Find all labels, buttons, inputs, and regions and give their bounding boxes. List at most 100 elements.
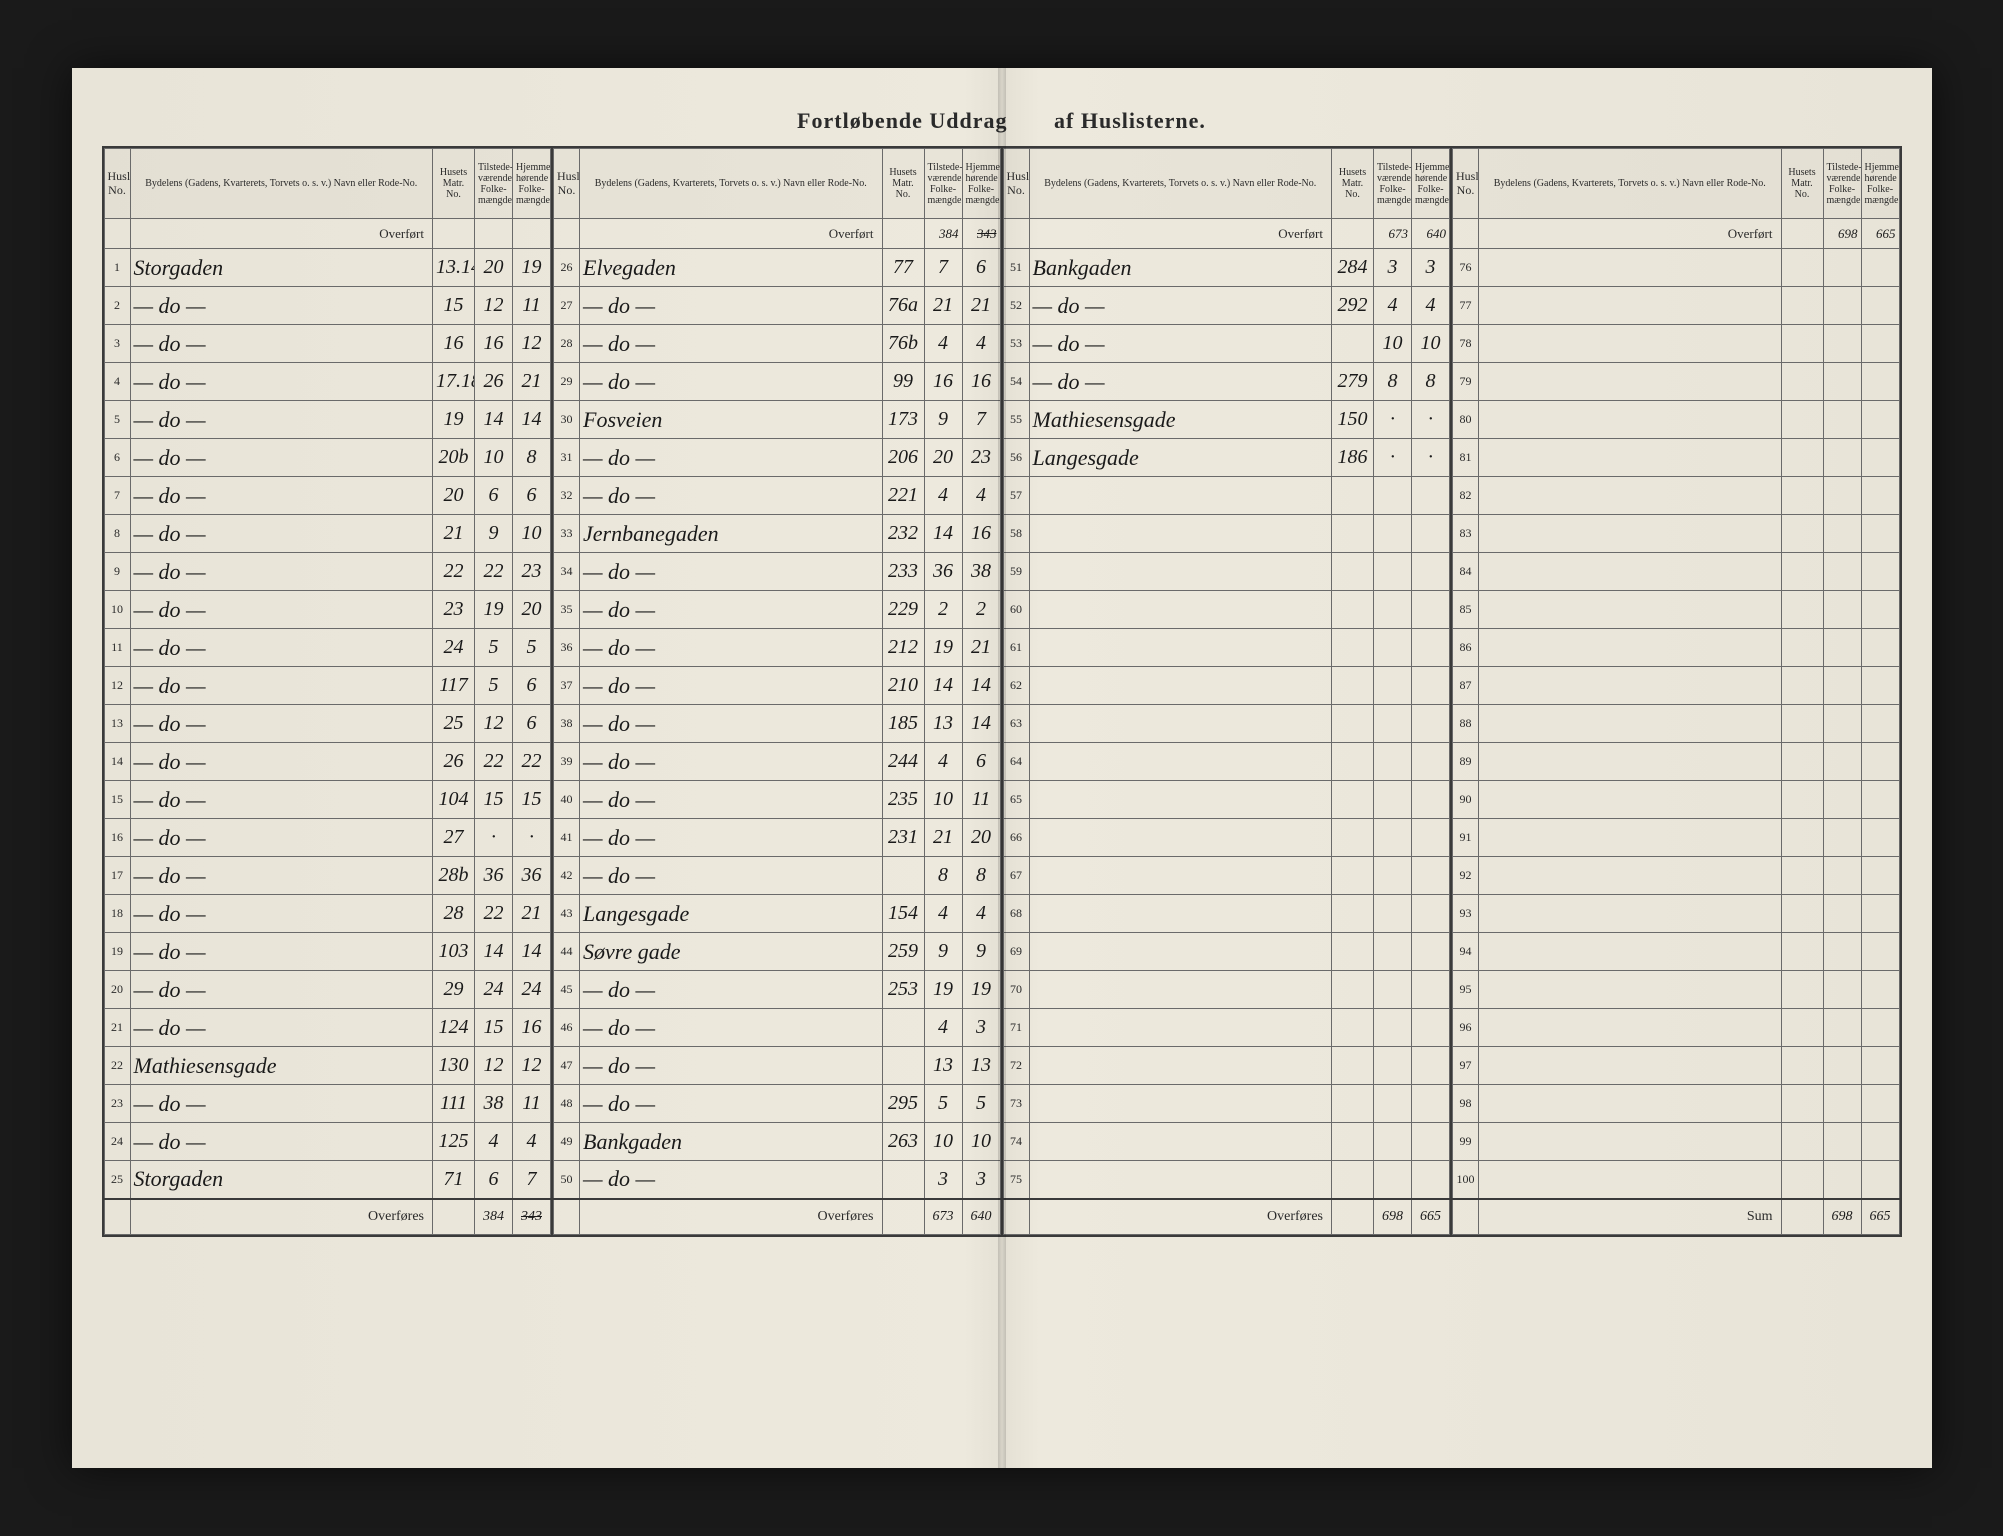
- row-til: [1374, 1123, 1412, 1161]
- footer-row: Sum698665: [1453, 1199, 1900, 1235]
- row-no: 22: [104, 1047, 130, 1085]
- row-til: 20: [924, 439, 962, 477]
- row-name: [1479, 287, 1782, 325]
- row-hjem: 15: [513, 781, 551, 819]
- row-til: [1823, 895, 1861, 933]
- row-hjem: 21: [962, 629, 1000, 667]
- table-row: 70: [1003, 971, 1450, 1009]
- row-no: 67: [1003, 857, 1029, 895]
- row-name: [1029, 1047, 1332, 1085]
- row-hjem: [1412, 857, 1450, 895]
- row-til: [1823, 591, 1861, 629]
- row-no: 64: [1003, 743, 1029, 781]
- row-hjem: 10: [962, 1123, 1000, 1161]
- row-matr: 28: [433, 895, 475, 933]
- table-row: 15— do —1041515: [104, 781, 551, 819]
- row-matr: [1332, 553, 1374, 591]
- row-hjem: 3: [962, 1161, 1000, 1199]
- row-hjem: 7: [513, 1161, 551, 1199]
- row-name: [1029, 743, 1332, 781]
- row-hjem: [1412, 629, 1450, 667]
- row-name: [1479, 477, 1782, 515]
- row-til: [1374, 1009, 1412, 1047]
- row-matr: [882, 1161, 924, 1199]
- row-name: [1479, 1009, 1782, 1047]
- row-no: 95: [1453, 971, 1479, 1009]
- row-no: 44: [554, 933, 580, 971]
- table-row: 86: [1453, 629, 1900, 667]
- row-name: Jernbanegaden: [580, 515, 883, 553]
- row-no: 65: [1003, 781, 1029, 819]
- row-matr: 76b: [882, 325, 924, 363]
- overfort-row: Overført384343: [554, 219, 1001, 249]
- table-row: 16— do —27··: [104, 819, 551, 857]
- table-row: 58: [1003, 515, 1450, 553]
- ledger-section: Huslisternes No.Bydelens (Gadens, Kvarte…: [1452, 148, 1900, 1235]
- row-name: [1029, 1123, 1332, 1161]
- row-til: 4: [924, 325, 962, 363]
- row-name: [1029, 857, 1332, 895]
- row-no: 57: [1003, 477, 1029, 515]
- row-no: 14: [104, 743, 130, 781]
- row-hjem: 21: [513, 895, 551, 933]
- row-name: [1479, 1085, 1782, 1123]
- row-til: [1374, 1161, 1412, 1199]
- footer-hjem: 640: [962, 1199, 1000, 1235]
- table-row: 12— do —11756: [104, 667, 551, 705]
- row-hjem: 24: [513, 971, 551, 1009]
- row-hjem: 23: [513, 553, 551, 591]
- table-row: 72: [1003, 1047, 1450, 1085]
- row-matr: [1332, 629, 1374, 667]
- row-name: [1479, 591, 1782, 629]
- title-right: af Huslisterne.: [1054, 108, 1206, 134]
- row-no: 59: [1003, 553, 1029, 591]
- row-til: [1823, 819, 1861, 857]
- row-til: 9: [475, 515, 513, 553]
- table-row: 61: [1003, 629, 1450, 667]
- row-hjem: [1861, 819, 1899, 857]
- row-matr: [1781, 1047, 1823, 1085]
- row-matr: 103: [433, 933, 475, 971]
- row-til: [1374, 1047, 1412, 1085]
- row-hjem: [1861, 1047, 1899, 1085]
- row-name: — do —: [580, 667, 883, 705]
- row-matr: [1332, 1123, 1374, 1161]
- row-no: 52: [1003, 287, 1029, 325]
- table-row: 47— do —1313: [554, 1047, 1001, 1085]
- row-matr: 185: [882, 705, 924, 743]
- row-matr: [1781, 439, 1823, 477]
- row-matr: [1781, 477, 1823, 515]
- row-til: [1823, 439, 1861, 477]
- row-til: 22: [475, 895, 513, 933]
- row-til: 12: [475, 287, 513, 325]
- row-hjem: 36: [513, 857, 551, 895]
- table-row: 87: [1453, 667, 1900, 705]
- row-matr: 23: [433, 591, 475, 629]
- row-til: 36: [475, 857, 513, 895]
- row-matr: [1781, 287, 1823, 325]
- row-name: — do —: [130, 325, 433, 363]
- header-til: Tilstede-værende Folke-mængde.: [475, 149, 513, 219]
- table-row: 33Jernbanegaden2321416: [554, 515, 1001, 553]
- row-til: 15: [475, 781, 513, 819]
- table-row: 68: [1003, 895, 1450, 933]
- row-matr: 104: [433, 781, 475, 819]
- row-matr: [1781, 1161, 1823, 1199]
- row-til: 10: [924, 1123, 962, 1161]
- footer-label: Overføres: [580, 1199, 883, 1235]
- table-row: 95: [1453, 971, 1900, 1009]
- row-hjem: [1861, 933, 1899, 971]
- overfort-til: 698: [1823, 219, 1861, 249]
- ledger-table: Huslisternes No.Bydelens (Gadens, Kvarte…: [553, 148, 1001, 1235]
- row-no: 74: [1003, 1123, 1029, 1161]
- row-til: 15: [475, 1009, 513, 1047]
- row-hjem: 38: [962, 553, 1000, 591]
- footer-row: Overføres384343: [104, 1199, 551, 1235]
- row-no: 80: [1453, 401, 1479, 439]
- row-no: 38: [554, 705, 580, 743]
- row-name: — do —: [580, 287, 883, 325]
- row-name: [1479, 553, 1782, 591]
- row-name: Langesgade: [580, 895, 883, 933]
- row-matr: [1332, 325, 1374, 363]
- row-name: — do —: [580, 553, 883, 591]
